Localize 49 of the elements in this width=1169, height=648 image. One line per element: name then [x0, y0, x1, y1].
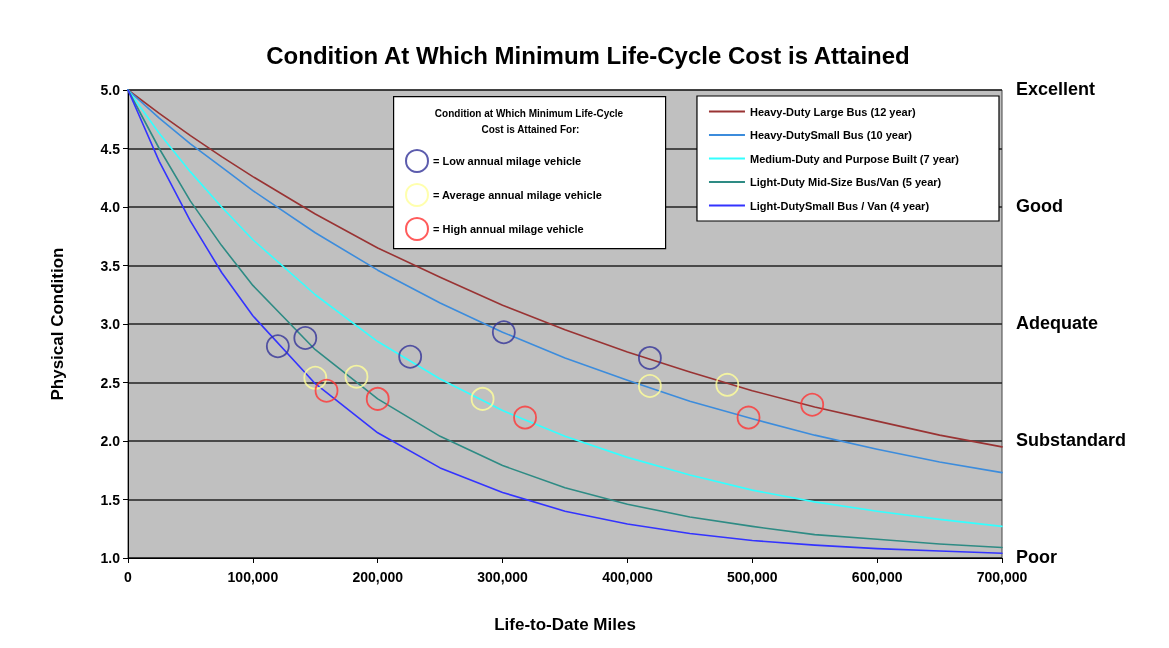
x-axis-title: Life-to-Date Miles	[494, 615, 636, 634]
chart-title: Condition At Which Minimum Life-Cycle Cost is Attained	[266, 41, 910, 69]
point	[398, 344, 423, 369]
point	[491, 320, 516, 345]
point	[314, 378, 339, 403]
point	[638, 346, 662, 370]
legend-title: Condition at Which Minimum Life-Cycle Cost is Attained For:	[434, 107, 624, 135]
legend-label: Medium-Duty and Purpose Built (7 year)	[749, 152, 960, 165]
point	[265, 334, 290, 359]
legend-label: Heavy-Duty Large Bus (12 year)	[749, 105, 916, 118]
text: Excellent	[1016, 79, 1096, 99]
y-tick-label: 5.0	[100, 82, 121, 98]
point	[365, 386, 390, 411]
point	[470, 386, 495, 411]
x-tick-label: 400,000	[602, 569, 653, 585]
y-tick-label: 2.0	[100, 433, 121, 449]
legend-label: = Average annual milage vehicle	[433, 189, 602, 201]
y-tick-label: 4.0	[100, 199, 121, 215]
point	[293, 326, 318, 350]
text: Adequate	[1016, 313, 1099, 333]
y-tick-label: 2.5	[100, 374, 121, 391]
x-tick-label: 500,000	[726, 569, 778, 585]
legend-label: Light-DutySmall Bus / Van (4 year)	[749, 199, 930, 212]
text: Good	[1016, 196, 1063, 216]
y-tick-label: 4.5	[100, 140, 121, 157]
x-tick-label: 300,000	[477, 569, 529, 585]
y-tick-label: 3.5	[100, 257, 121, 274]
point	[638, 374, 662, 398]
y-tick-label: 1.0	[100, 550, 121, 566]
x-tick-label: 700,000	[976, 569, 1028, 585]
legend-label: Light-Duty Mid-Size Bus/Van (5 year)	[749, 176, 942, 188]
point	[715, 372, 740, 397]
point	[303, 365, 328, 390]
legend-label: = High annual milage vehicle	[433, 223, 584, 235]
y-tick-label: 1.5	[100, 491, 121, 508]
y-tick-label: 3.0	[100, 316, 121, 332]
x-tick-label: 100,000	[227, 569, 279, 585]
point	[344, 364, 369, 389]
point	[800, 392, 825, 417]
text: Poor	[1016, 547, 1058, 567]
point	[513, 405, 537, 430]
x-tick-label: 0	[124, 569, 133, 585]
point	[736, 405, 761, 430]
x-tick-label: 200,000	[352, 569, 404, 585]
legend-label: Heavy-DutySmall Bus (10 year)	[749, 129, 913, 141]
legend-label: = Low annual milage vehicle	[433, 155, 582, 167]
text: Substandard	[1016, 430, 1127, 450]
x-tick-label: 600,000	[851, 569, 903, 585]
y-axis-title: Physical Condition	[48, 247, 67, 401]
